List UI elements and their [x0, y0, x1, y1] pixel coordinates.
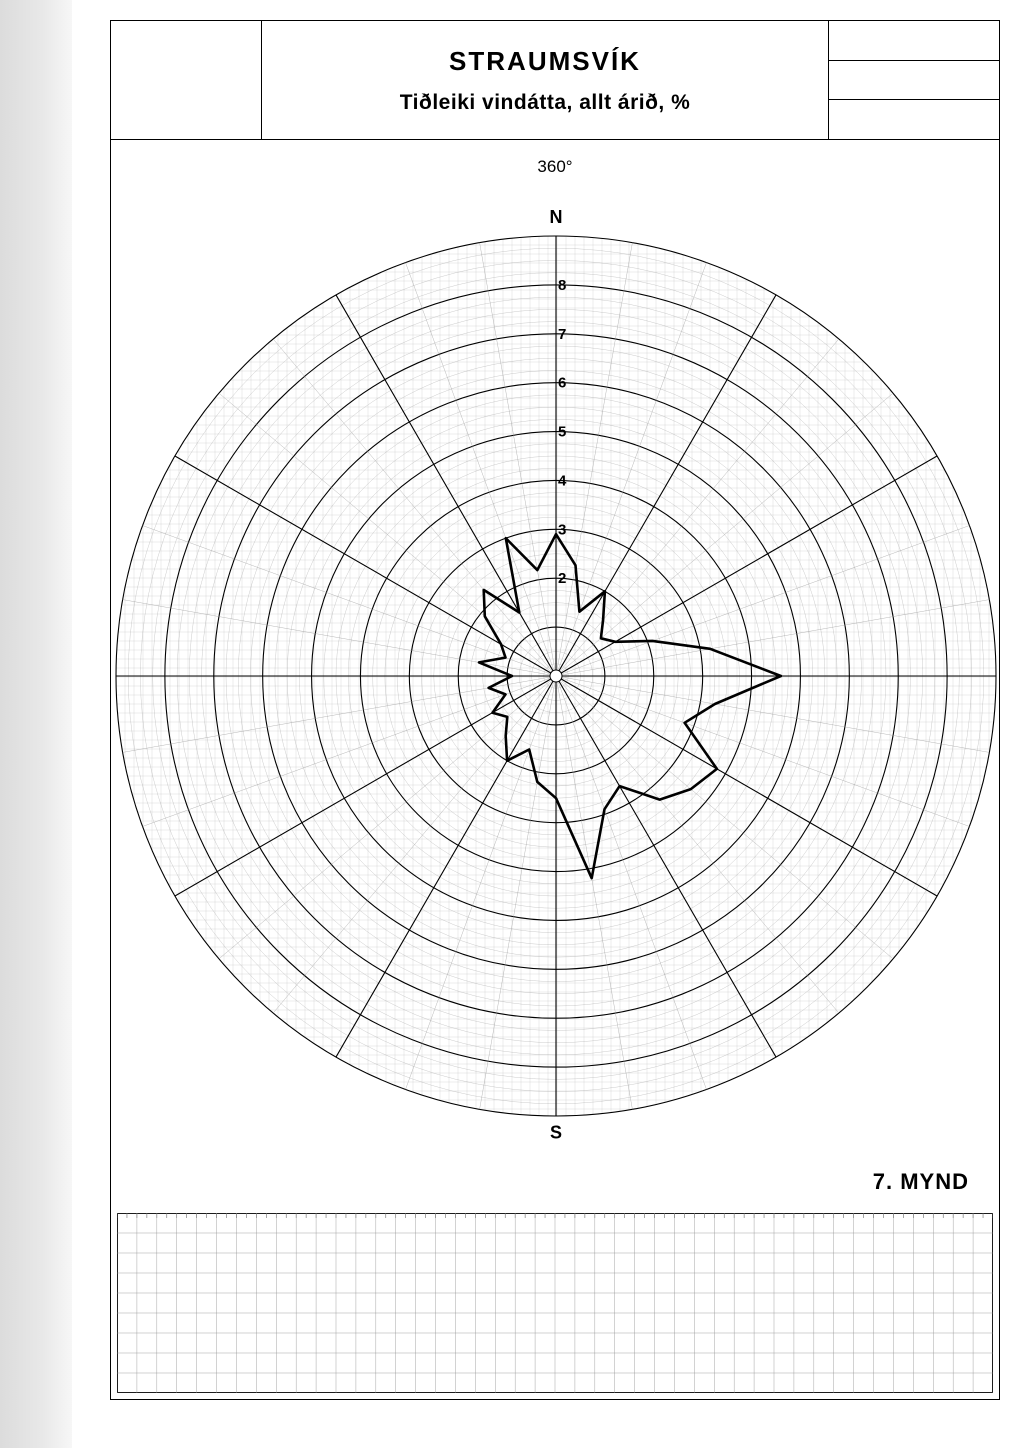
- ring-label: 7: [558, 326, 566, 343]
- header-left-cell: [111, 21, 262, 139]
- polar-chart-area: 360° NAS2345678 7. MYND: [111, 161, 999, 1189]
- page-root: STRAUMSVÍK Tiðleiki vindátta, allt árið,…: [0, 0, 1024, 1448]
- bottom-grid-svg: [117, 1213, 993, 1393]
- ring-label: 2: [558, 570, 566, 587]
- chart-title: STRAUMSVÍK: [262, 46, 828, 77]
- header-right-row: [829, 100, 999, 139]
- scan-shadow-left: [0, 0, 72, 1448]
- north-degree-label: 360°: [537, 157, 572, 177]
- ring-label: 6: [558, 375, 566, 392]
- header-right-row: [829, 61, 999, 101]
- ring-label: 8: [558, 277, 566, 294]
- header-center-cell: STRAUMSVÍK Tiðleiki vindátta, allt árið,…: [262, 21, 829, 139]
- cardinal-label: S: [550, 1122, 562, 1142]
- cardinal-label: N: [550, 207, 563, 227]
- header-box: STRAUMSVÍK Tiðleiki vindátta, allt árið,…: [111, 21, 999, 140]
- ring-label: 3: [558, 521, 566, 538]
- figure-frame: STRAUMSVÍK Tiðleiki vindátta, allt árið,…: [110, 20, 1000, 1400]
- ring-label: 5: [558, 424, 566, 441]
- header-right-cell: [829, 21, 999, 139]
- bottom-cartesian-grid: [117, 1213, 993, 1393]
- figure-caption: 7. MYND: [873, 1169, 969, 1195]
- chart-subtitle: Tiðleiki vindátta, allt árið, %: [262, 91, 828, 115]
- polar-chart-svg: NAS2345678: [111, 161, 1001, 1171]
- ring-label: 4: [558, 472, 567, 489]
- header-right-row: [829, 21, 999, 61]
